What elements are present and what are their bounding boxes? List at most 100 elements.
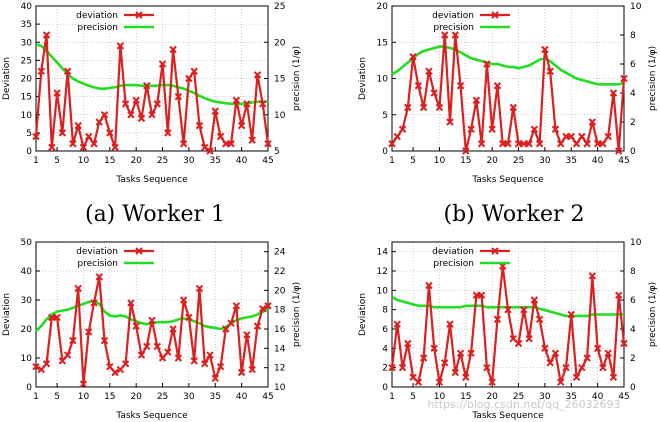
x-tick-label: 40 xyxy=(592,392,604,402)
deviation-point xyxy=(620,339,628,348)
deviation-point xyxy=(620,74,628,83)
deviation-point xyxy=(525,140,533,148)
deviation-point xyxy=(232,96,241,104)
x-tick-label: 45 xyxy=(262,392,273,402)
deviation-point xyxy=(169,325,177,333)
y-tick-label: 40 xyxy=(21,267,33,277)
x-tick-label: 40 xyxy=(592,156,604,166)
deviation-point xyxy=(414,378,423,386)
deviation-point xyxy=(609,89,618,97)
deviation-point xyxy=(222,325,230,333)
deviation-point xyxy=(462,147,470,155)
deviation-point xyxy=(504,305,512,314)
x-tick-label: 20 xyxy=(486,392,498,402)
y2-axis-label: precision (1/φ) xyxy=(292,282,302,347)
deviation-point xyxy=(525,334,533,343)
deviation-point xyxy=(572,373,581,382)
deviation-point xyxy=(132,322,140,330)
deviation-line xyxy=(35,275,269,386)
deviation-point xyxy=(393,320,401,328)
deviation-point xyxy=(514,339,523,348)
deviation-point xyxy=(578,132,586,141)
deviation-point xyxy=(143,82,151,90)
legend-label-deviation: deviation xyxy=(432,247,474,257)
deviation-point xyxy=(58,357,67,365)
x-tick-label: 25 xyxy=(513,156,524,166)
y2-tick-label: 10 xyxy=(630,2,642,12)
deviation-point xyxy=(572,140,581,148)
y-tick-label: 5 xyxy=(26,129,32,139)
y2-axis-label: precision (1/φ) xyxy=(292,46,302,111)
deviation-point xyxy=(100,111,109,119)
deviation-point xyxy=(551,125,560,133)
x-tick-label: 10 xyxy=(434,156,446,166)
deviation-point xyxy=(48,143,56,152)
deviation-point xyxy=(74,121,82,130)
x-tick-label: 15 xyxy=(104,392,115,402)
x-tick-label: 5 xyxy=(410,156,416,166)
legend-label-precision: precision xyxy=(77,259,118,269)
deviation-point xyxy=(211,107,219,115)
deviation-point xyxy=(583,140,591,148)
deviation-point xyxy=(583,354,591,362)
deviation-line xyxy=(34,33,270,153)
x-tick-label: 1 xyxy=(33,392,39,402)
deviation-point xyxy=(259,100,267,108)
deviation-point xyxy=(567,310,575,319)
deviation-point xyxy=(488,125,496,133)
deviation-point xyxy=(121,100,130,108)
y-tick-label: 20 xyxy=(21,75,33,85)
x-tick-label: 40 xyxy=(236,156,248,166)
deviation-point xyxy=(74,284,82,293)
y-tick-label: 10 xyxy=(21,354,33,364)
deviation-point xyxy=(578,363,586,372)
deviation-point xyxy=(185,313,193,322)
deviation-point xyxy=(195,121,204,130)
y2-tick-label: 10 xyxy=(274,383,286,393)
y-axis-label: Deviation xyxy=(2,293,12,336)
y-tick-label: 25 xyxy=(21,56,32,66)
deviation-point xyxy=(467,349,475,357)
deviation-point xyxy=(116,365,125,374)
deviation-point xyxy=(53,313,61,322)
y2-tick-label: 5 xyxy=(274,147,280,157)
legend-label-deviation: deviation xyxy=(76,11,118,21)
x-axis-label: Tasks Sequence xyxy=(115,411,188,421)
deviation-point xyxy=(388,363,396,372)
deviation-point xyxy=(599,363,607,372)
y-tick-label: 0 xyxy=(382,383,388,393)
y-tick-label: 5 xyxy=(382,111,388,121)
caption-worker-1: (a) Worker 1 xyxy=(85,202,225,227)
x-tick-label: 10 xyxy=(78,156,90,166)
y-axis-label: Deviation xyxy=(358,293,368,336)
chart-panel-1: 1 5 10 15 20 25 30 35 40 450510152025303540510152… xyxy=(2,2,302,185)
y2-tick-label: 4 xyxy=(630,325,636,335)
deviation-point xyxy=(435,378,444,386)
deviation-point xyxy=(504,140,512,148)
y2-tick-label: 4 xyxy=(630,89,636,99)
y-tick-label: 14 xyxy=(377,248,389,258)
deviation-point xyxy=(493,315,502,324)
deviation-point xyxy=(446,118,454,126)
watermark: https://blog.csdn.net/qq_26032693 xyxy=(427,398,620,411)
deviation-point xyxy=(174,92,183,101)
y-tick-label: 35 xyxy=(21,20,32,30)
y-tick-label: 30 xyxy=(21,296,33,306)
x-tick-label: 30 xyxy=(539,392,551,402)
deviation-point xyxy=(132,96,140,104)
deviation-point xyxy=(430,89,438,97)
y2-tick-label: 8 xyxy=(630,267,636,277)
y-tick-label: 10 xyxy=(377,75,389,85)
deviation-point xyxy=(430,344,438,353)
deviation-point xyxy=(567,132,575,141)
y2-tick-label: 2 xyxy=(630,118,636,128)
y2-tick-label: 16 xyxy=(274,325,286,335)
y2-tick-label: 22 xyxy=(274,267,285,277)
y2-tick-label: 10 xyxy=(630,238,642,248)
legend: deviation precision xyxy=(76,247,154,269)
y2-tick-label: 25 xyxy=(274,2,285,12)
y-tick-label: 15 xyxy=(21,93,32,103)
deviation-point xyxy=(456,82,465,90)
